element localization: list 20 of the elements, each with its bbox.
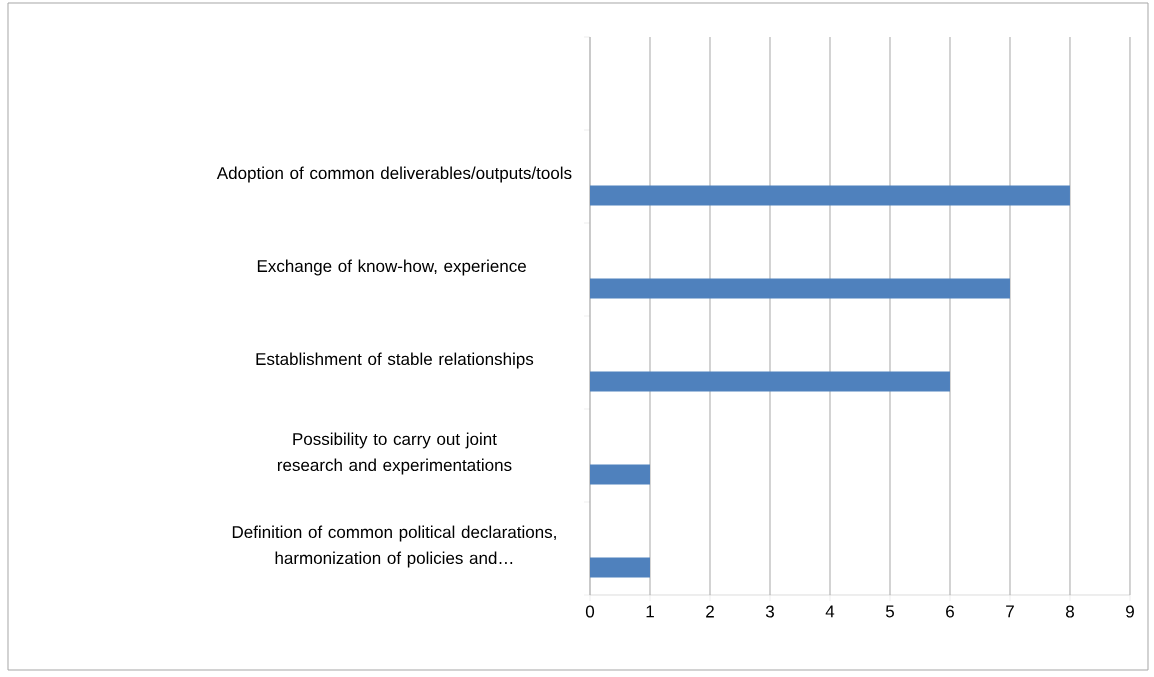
x-tick-label: 4 [825, 605, 835, 618]
y-tick-label: Exchange of know-how, experience [257, 259, 526, 276]
x-tick-label: 6 [946, 605, 954, 618]
bar [589, 185, 1070, 206]
x-tick-label: 5 [885, 605, 894, 618]
x-tick-label: 1 [646, 605, 654, 618]
y-tick-label: Adoption of common deliverables/outputs/tools [216, 166, 572, 183]
x-tick-label: 3 [765, 605, 774, 618]
y-tick-label: Establishment of stable relationships [256, 352, 534, 369]
bar [589, 371, 950, 392]
x-tick-label: 9 [1126, 605, 1134, 618]
x-tick-label: 2 [706, 605, 714, 618]
y-tick-label: Possibility to carry out joint research and experimentations [277, 432, 512, 475]
bar [589, 557, 650, 578]
y-tick-label: Definition of common political declarations, harmonization of policies and… [232, 525, 556, 568]
bar [589, 464, 650, 485]
bar [589, 278, 1010, 299]
x-tick-label: 7 [1006, 605, 1014, 618]
x-tick-label: 0 [585, 605, 595, 618]
x-tick-label: 8 [1065, 605, 1074, 618]
